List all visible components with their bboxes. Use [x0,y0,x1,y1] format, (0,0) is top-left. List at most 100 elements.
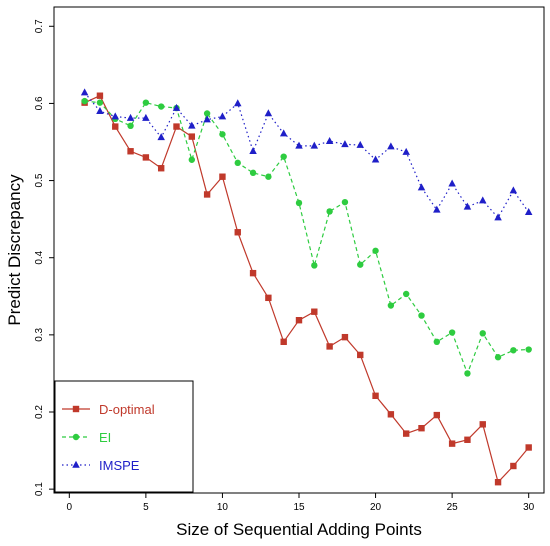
x-tick-label: 5 [143,502,149,513]
data-point-d-optimal [157,165,165,172]
data-point-d-optimal [219,173,226,180]
data-point-ei [494,354,502,361]
legend-label-d-optimal: D-optimal [99,402,155,417]
data-point-ei [203,110,211,117]
data-point-ei [280,153,287,160]
data-point-imspe [402,147,410,155]
data-point-ei [464,370,471,377]
series-layer [80,88,533,486]
data-point-ei [234,159,241,167]
data-point-d-optimal [464,436,471,443]
data-point-ei [265,173,272,180]
data-point-d-optimal [510,462,517,470]
data-point-imspe [218,112,227,120]
data-point-imspe [234,99,242,107]
data-point-imspe [188,121,196,129]
legend-marker-d-optimal [72,405,80,413]
legend: D-optimal EI IMSPE [54,380,194,493]
data-point-imspe [142,113,150,121]
data-point-imspe [509,186,518,194]
data-point-d-optimal [234,229,241,236]
data-point-ei [479,330,486,337]
data-point-imspe [417,183,426,191]
data-point-d-optimal [280,338,287,345]
x-tick-label: 25 [447,502,459,513]
data-point-d-optimal [418,425,425,432]
data-point-ei [81,97,88,105]
data-point-ei [448,329,456,336]
series-line-ei [84,100,529,376]
data-point-ei [249,169,257,177]
data-point-imspe [433,205,441,213]
y-tick-label: 0.3 [34,327,45,341]
data-point-imspe [387,142,395,150]
series-d-optimal [81,92,532,486]
data-point-d-optimal [142,154,150,161]
data-point-d-optimal [112,123,119,130]
data-point-d-optimal [341,333,349,341]
data-point-ei [142,99,150,106]
data-point-imspe [479,196,487,204]
data-point-ei [188,156,196,163]
data-point-imspe [295,141,303,149]
data-point-d-optimal [433,411,441,419]
series-ei [81,97,532,377]
data-point-d-optimal [173,123,180,130]
data-point-imspe [310,141,319,149]
data-point-d-optimal [249,269,257,277]
data-point-d-optimal [326,343,333,350]
legend-item-ei: EI [62,430,111,445]
data-point-d-optimal [402,430,410,437]
data-point-d-optimal [525,444,532,451]
legend-marker-ei [72,433,80,441]
legend-label-ei: EI [99,430,111,445]
data-point-d-optimal [372,392,379,399]
data-point-imspe [325,137,334,145]
data-point-d-optimal [479,421,486,428]
data-point-imspe [80,88,89,96]
legend-item-d-optimal: D-optimal [62,402,155,417]
data-point-ei [525,346,532,353]
data-point-d-optimal [127,148,134,155]
data-point-ei [372,247,379,254]
data-point-ei [387,302,395,309]
data-point-ei [127,122,134,129]
data-point-ei [357,261,364,268]
data-point-ei [402,290,410,298]
data-point-imspe [111,112,119,120]
data-point-imspe [524,208,533,215]
data-point-d-optimal [188,133,196,140]
data-point-ei [311,262,318,269]
data-point-imspe [279,129,288,137]
y-axis-title: Predict Discrepancy [5,174,24,326]
axes: 0 5 10 15 20 25 30 0.1 0.2 0.3 0.4 0.5 0.6 0.7 [34,19,535,513]
data-point-imspe [356,140,364,148]
data-point-imspe [172,103,181,111]
data-point-ei [219,131,226,138]
data-point-imspe [371,155,380,163]
data-point-imspe [448,179,456,187]
data-point-d-optimal [448,440,456,447]
data-point-d-optimal [295,317,303,324]
data-point-d-optimal [203,191,211,198]
data-point-imspe [203,115,211,123]
series-imspe [80,88,533,221]
data-point-ei [96,99,104,106]
data-point-imspe [249,147,257,155]
data-point-ei [510,347,517,354]
x-axis-title: Size of Sequential Adding Points [176,520,422,539]
y-tick-label: 0.5 [34,173,45,187]
x-tick-label: 20 [370,502,382,513]
legend-label-imspe: IMSPE [99,458,140,473]
data-point-d-optimal [96,92,104,99]
data-point-ei [295,199,303,207]
data-point-imspe [157,133,165,141]
data-point-d-optimal [265,294,272,302]
data-point-imspe [126,113,135,121]
y-tick-label: 0.6 [34,96,45,110]
data-point-imspe [96,106,104,114]
y-tick-label: 0.1 [34,482,45,496]
data-point-ei [418,312,425,319]
data-point-d-optimal [357,351,364,359]
